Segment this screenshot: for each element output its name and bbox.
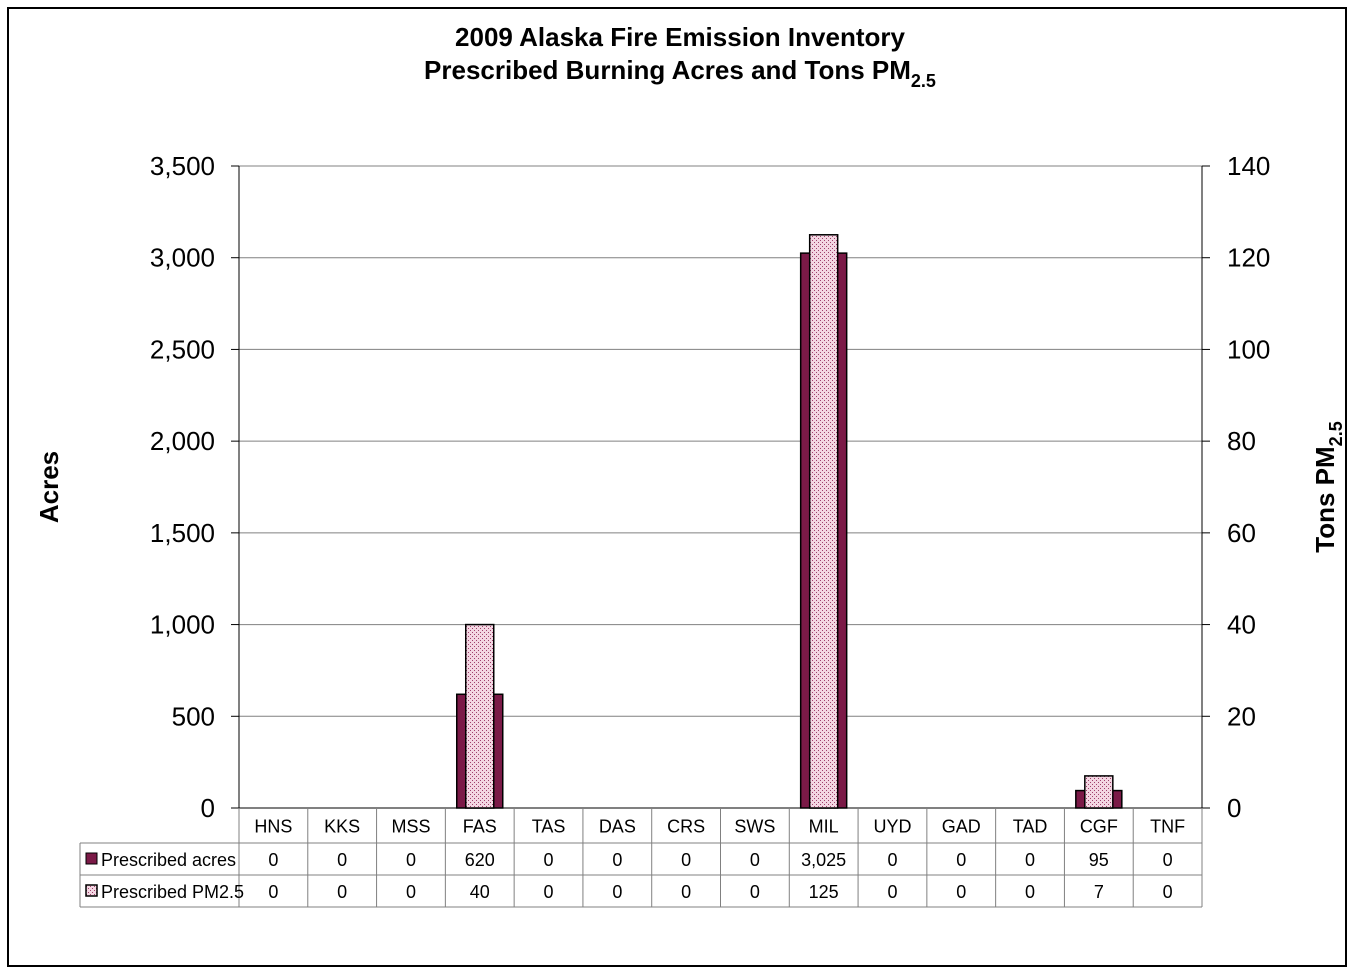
table-cell-pm25: 0 [612, 882, 622, 902]
table-cell-acres: 0 [406, 850, 416, 870]
category-label: DAS [599, 817, 636, 837]
chart-title-line2: Prescribed Burning Acres and Tons PM2.5 [424, 55, 936, 91]
left-tick-label: 1,000 [150, 610, 215, 640]
table-cell-acres: 0 [681, 850, 691, 870]
left-tick-label: 2,500 [150, 334, 215, 364]
category-label: GAD [942, 817, 981, 837]
right-tick-label: 20 [1227, 701, 1256, 731]
table-cell-pm25: 7 [1094, 882, 1104, 902]
table-cell-pm25: 0 [268, 882, 278, 902]
right-tick-label: 0 [1227, 793, 1241, 823]
data-table: HNS 0 0 KKS 0 0 MSS 0 0 FAS 620 40 TAS 0 0 DAS 0 0 CRS 0 0 SW… [79, 808, 1203, 908]
chart-title-line2-sub: 2.5 [911, 71, 936, 91]
table-cell-pm25: 0 [956, 882, 966, 902]
category-label: SWS [734, 817, 775, 837]
table-cell-pm25: 0 [1025, 882, 1035, 902]
chart-title-line2-main: Prescribed Burning Acres and Tons PM [424, 55, 911, 85]
category-label: MIL [809, 817, 839, 837]
bar-prescribed-pm25 [808, 234, 839, 809]
gridlines [239, 165, 1202, 717]
left-tick-label: 3,500 [150, 151, 215, 181]
right-tick-label: 60 [1227, 518, 1256, 548]
category-label: TNF [1150, 817, 1185, 837]
table-cell-pm25: 0 [1163, 882, 1173, 902]
legend-key-prescribed-pm25 [85, 884, 98, 897]
table-cell-acres: 0 [887, 850, 897, 870]
table-cell-pm25: 40 [470, 882, 490, 902]
category-label: CGF [1080, 817, 1118, 837]
right-tick-label: 40 [1227, 610, 1256, 640]
table-cell-acres: 0 [1025, 850, 1035, 870]
y-axis-right-label-sub: 2.5 [1326, 421, 1346, 446]
table-cell-pm25: 125 [809, 882, 839, 902]
table-cell-pm25: 0 [681, 882, 691, 902]
right-tick-label: 140 [1227, 151, 1270, 181]
axes [231, 165, 1210, 809]
table-cell-acres: 95 [1089, 850, 1109, 870]
category-label: KKS [324, 817, 360, 837]
right-tick-label: 80 [1227, 426, 1256, 456]
bars [456, 234, 1123, 809]
table-cell-acres: 620 [465, 850, 495, 870]
table-cell-pm25: 0 [406, 882, 416, 902]
bar-prescribed-pm25 [1084, 775, 1114, 809]
table-cell-acres: 0 [337, 850, 347, 870]
tick-labels: 0 0 500 20 1,000 40 1,500 60 2,000 80 2,500 100 3,00… [150, 151, 1270, 823]
table-cell-acres: 0 [612, 850, 622, 870]
y-axis-left-label: Acres [34, 451, 64, 523]
table-cell-acres: 0 [1163, 850, 1173, 870]
table-cell-pm25: 0 [337, 882, 347, 902]
y-axis-right-label: Tons PM2.5 [1310, 421, 1346, 552]
table-cell-acres: 0 [544, 850, 554, 870]
category-label: MSS [391, 817, 430, 837]
category-label: UYD [873, 817, 911, 837]
legend-key-prescribed-acres [85, 852, 98, 865]
y-axis-right-label-main: Tons PM [1310, 446, 1340, 552]
left-tick-label: 0 [201, 793, 215, 823]
left-tick-label: 500 [172, 701, 215, 731]
series-name-prescribed-acres: Prescribed acres [101, 850, 236, 870]
table-cell-acres: 0 [956, 850, 966, 870]
left-tick-label: 3,000 [150, 243, 215, 273]
table-cell-acres: 0 [750, 850, 760, 870]
table-cell-acres: 0 [268, 850, 278, 870]
bar-prescribed-pm25 [465, 623, 495, 809]
table-cell-pm25: 0 [544, 882, 554, 902]
category-label: TAD [1013, 817, 1048, 837]
category-label: TAS [532, 817, 566, 837]
table-cell-acres: 3,025 [801, 850, 846, 870]
table-cell-pm25: 0 [750, 882, 760, 902]
chart-title-line1: 2009 Alaska Fire Emission Inventory [455, 22, 905, 52]
left-tick-label: 2,000 [150, 426, 215, 456]
category-label: CRS [667, 817, 705, 837]
table-cell-pm25: 0 [887, 882, 897, 902]
series-name-prescribed-pm25: Prescribed PM2.5 [101, 882, 244, 902]
category-label: FAS [463, 817, 497, 837]
right-tick-label: 100 [1227, 334, 1270, 364]
right-tick-label: 120 [1227, 243, 1270, 273]
left-tick-label: 1,500 [150, 518, 215, 548]
category-label: HNS [254, 817, 292, 837]
